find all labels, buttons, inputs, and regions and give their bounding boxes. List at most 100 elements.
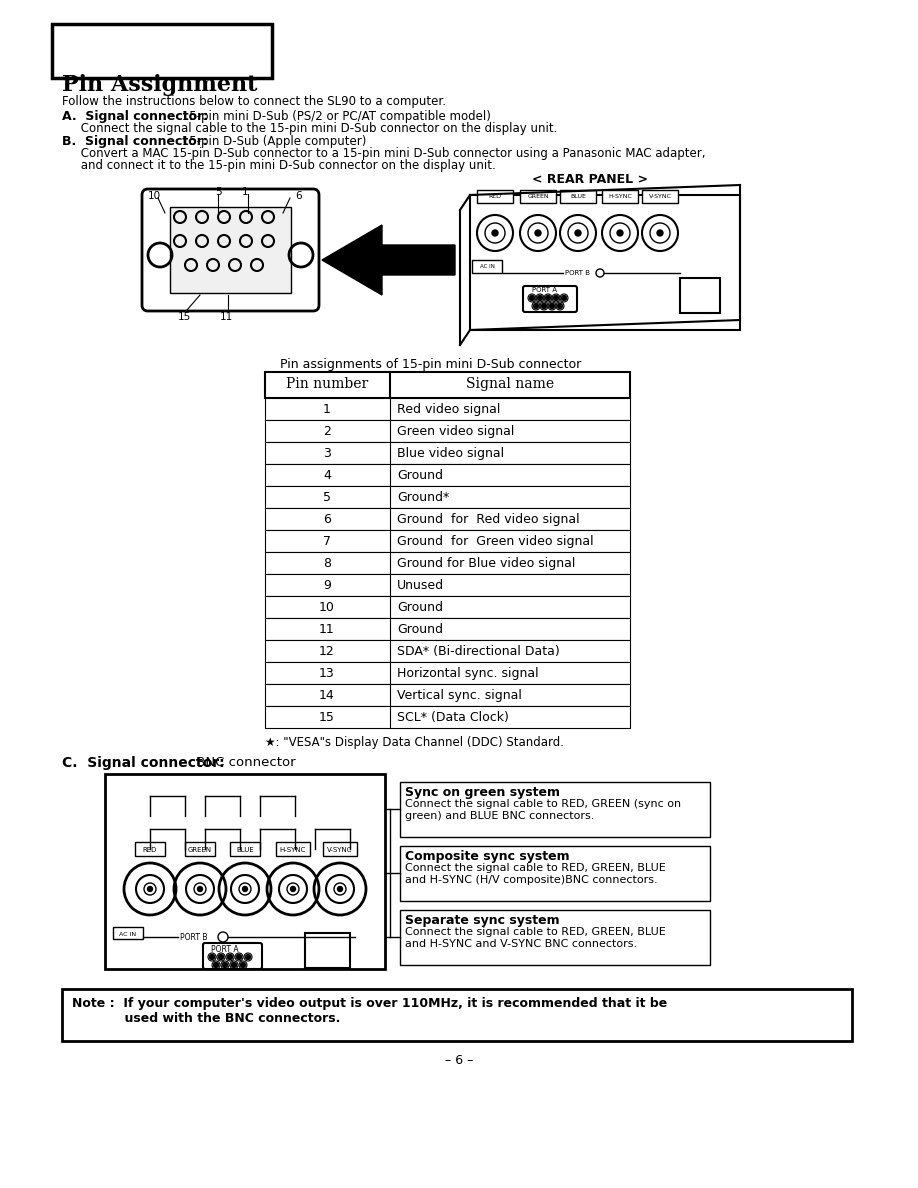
Text: Ground  for  Red video signal: Ground for Red video signal	[397, 513, 579, 526]
Bar	[265, 442, 630, 465]
Text: 12: 12	[319, 645, 335, 658]
Text: Composite sync system: Composite sync system	[405, 849, 570, 862]
Text: Green video signal: Green video signal	[397, 425, 514, 438]
Circle shape	[209, 954, 215, 960]
Circle shape	[218, 954, 223, 960]
Bar	[265, 574, 630, 596]
Circle shape	[492, 230, 498, 236]
Bar	[560, 190, 596, 203]
Text: 8: 8	[323, 557, 331, 570]
FancyBboxPatch shape	[523, 286, 577, 312]
Circle shape	[575, 230, 581, 236]
Text: 10: 10	[148, 191, 162, 201]
Circle shape	[241, 962, 245, 967]
Circle shape	[617, 230, 623, 236]
Bar	[265, 508, 630, 530]
Text: PORT A: PORT A	[532, 287, 557, 293]
Text: 7: 7	[323, 535, 331, 548]
Text: Separate sync system: Separate sync system	[405, 914, 560, 927]
FancyBboxPatch shape	[203, 943, 262, 969]
Text: Blue video signal: Blue video signal	[397, 447, 504, 460]
Bar	[323, 842, 357, 857]
Text: BLUE: BLUE	[236, 847, 254, 853]
Circle shape	[557, 303, 563, 309]
Text: Connect the signal cable to RED, GREEN (sync on
green) and BLUE BNC connectors.: Connect the signal cable to RED, GREEN (…	[405, 800, 681, 821]
Circle shape	[338, 886, 342, 891]
Text: Signal name: Signal name	[466, 377, 554, 391]
Bar	[400, 846, 710, 901]
Text: 5: 5	[215, 187, 221, 197]
Bar	[135, 842, 165, 857]
Text: 3: 3	[323, 447, 330, 460]
Text: Red video signal: Red video signal	[397, 403, 500, 416]
Text: Note :  If your computer's video output is over 110MHz, it is recommended that i: Note : If your computer's video output i…	[72, 997, 667, 1010]
Text: 11: 11	[319, 623, 335, 636]
Bar	[265, 465, 630, 486]
Circle shape	[530, 296, 534, 301]
FancyBboxPatch shape	[52, 24, 272, 78]
Text: Convert a MAC 15-pin D-Sub connector to a 15-pin mini D-Sub connector using a Pa: Convert a MAC 15-pin D-Sub connector to …	[62, 147, 706, 160]
Bar	[265, 640, 630, 662]
Text: – 6 –: – 6 –	[445, 1054, 473, 1067]
Circle shape	[148, 886, 152, 891]
Circle shape	[554, 296, 558, 301]
Text: and connect it to the 15-pin mini D-Sub connector on the display unit.: and connect it to the 15-pin mini D-Sub …	[62, 159, 496, 172]
Text: V-SYNC: V-SYNC	[327, 847, 353, 853]
Circle shape	[550, 303, 554, 309]
Text: 11: 11	[220, 312, 233, 322]
Text: Follow the instructions below to connect the SL90 to a computer.: Follow the instructions below to connect…	[62, 95, 446, 108]
Text: 10: 10	[319, 601, 335, 614]
Text: B.  Signal connector:: B. Signal connector:	[62, 135, 207, 148]
Text: Connect the signal cable to the 15-pin mini D-Sub connector on the display unit.: Connect the signal cable to the 15-pin m…	[62, 122, 557, 135]
Text: Pin Assignment: Pin Assignment	[62, 74, 257, 96]
Bar	[62, 988, 852, 1041]
Bar	[472, 260, 502, 273]
Polygon shape	[322, 225, 455, 295]
Text: < REAR PANEL >: < REAR PANEL >	[532, 173, 648, 187]
Text: 6: 6	[295, 191, 302, 201]
Text: GREEN: GREEN	[527, 195, 549, 200]
Bar	[170, 207, 291, 293]
Circle shape	[533, 303, 539, 309]
Bar	[265, 618, 630, 640]
Bar	[265, 684, 630, 706]
Bar	[265, 662, 630, 684]
Circle shape	[245, 954, 251, 960]
Text: Horizontal sync. signal: Horizontal sync. signal	[397, 666, 539, 680]
Bar	[265, 530, 630, 552]
Circle shape	[222, 962, 228, 967]
Text: PORT B: PORT B	[180, 933, 207, 942]
Text: RED: RED	[143, 847, 157, 853]
Bar	[400, 782, 710, 838]
Text: 2: 2	[323, 425, 330, 438]
Bar	[400, 910, 710, 965]
Text: 1: 1	[323, 403, 330, 416]
Bar	[602, 190, 638, 203]
Text: AC IN: AC IN	[479, 265, 495, 270]
Bar	[265, 596, 630, 618]
Text: PORT B: PORT B	[565, 270, 590, 276]
Circle shape	[214, 962, 218, 967]
Bar	[113, 927, 143, 939]
Text: H-SYNC: H-SYNC	[280, 847, 307, 853]
Bar	[305, 933, 350, 968]
Circle shape	[228, 954, 232, 960]
Text: Vertical sync. signal: Vertical sync. signal	[397, 689, 521, 702]
Text: 4: 4	[323, 469, 330, 482]
Bar	[265, 486, 630, 508]
Text: Unused: Unused	[397, 579, 444, 592]
Text: Connect the signal cable to RED, GREEN, BLUE
and H-SYNC (H/V composite)BNC conne: Connect the signal cable to RED, GREEN, …	[405, 862, 666, 885]
FancyBboxPatch shape	[142, 189, 319, 311]
Text: C.  Signal connector:: C. Signal connector:	[62, 756, 225, 770]
Text: H-SYNC: H-SYNC	[608, 195, 632, 200]
Text: Connect the signal cable to RED, GREEN, BLUE
and H-SYNC and V-SYNC BNC connector: Connect the signal cable to RED, GREEN, …	[405, 927, 666, 948]
Text: used with the BNC connectors.: used with the BNC connectors.	[72, 1012, 341, 1025]
Bar	[230, 842, 260, 857]
Circle shape	[538, 296, 543, 301]
Text: Sync on green system: Sync on green system	[405, 786, 560, 800]
Bar	[265, 398, 630, 421]
Bar	[265, 706, 630, 728]
Bar	[105, 775, 385, 969]
Circle shape	[237, 954, 241, 960]
Text: 15-pin mini D-Sub (PS/2 or PC/AT compatible model): 15-pin mini D-Sub (PS/2 or PC/AT compati…	[178, 110, 491, 124]
